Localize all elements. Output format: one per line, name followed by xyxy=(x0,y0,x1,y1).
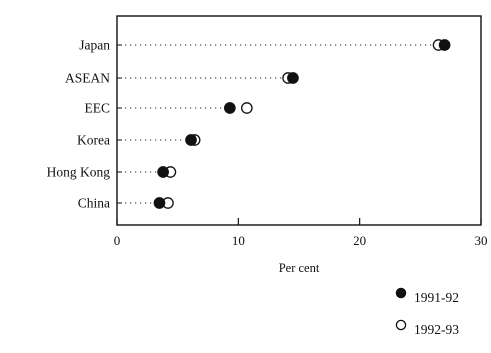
plot-frame xyxy=(116,15,482,226)
x-tick-label: 20 xyxy=(353,233,366,248)
plot-area xyxy=(116,15,482,226)
data-points xyxy=(153,39,451,209)
point-1991-92 xyxy=(185,134,197,146)
x-tick-label: 0 xyxy=(114,233,121,248)
category-label: China xyxy=(78,196,110,211)
point-1991-92 xyxy=(438,39,451,51)
category-label: EEC xyxy=(85,101,111,116)
point-1991-92 xyxy=(223,102,236,114)
point-1992-93 xyxy=(240,102,253,114)
point-1991-92 xyxy=(287,72,299,84)
legend-marker-filled xyxy=(395,287,407,299)
category-label: Japan xyxy=(79,38,110,53)
x-axis-title: Per cent xyxy=(279,261,320,275)
x-tick-label: 30 xyxy=(475,233,488,248)
legend-marker-open xyxy=(395,319,407,331)
category-label: ASEAN xyxy=(65,71,110,86)
legend: 1991-92 1992-93 xyxy=(395,287,459,337)
x-tick-label: 10 xyxy=(232,233,245,248)
x-axis-ticks: 0 10 20 30 xyxy=(114,218,488,248)
category-label: Korea xyxy=(77,133,110,148)
point-1991-92 xyxy=(157,166,169,178)
point-1991-92 xyxy=(153,197,166,209)
legend-label: 1991-92 xyxy=(414,290,459,305)
category-labels: Japan ASEAN EEC Korea Hong Kong China xyxy=(47,38,122,211)
category-label: Hong Kong xyxy=(47,165,111,180)
dotted-leader-lines xyxy=(125,44,433,204)
legend-label: 1992-93 xyxy=(414,322,459,337)
